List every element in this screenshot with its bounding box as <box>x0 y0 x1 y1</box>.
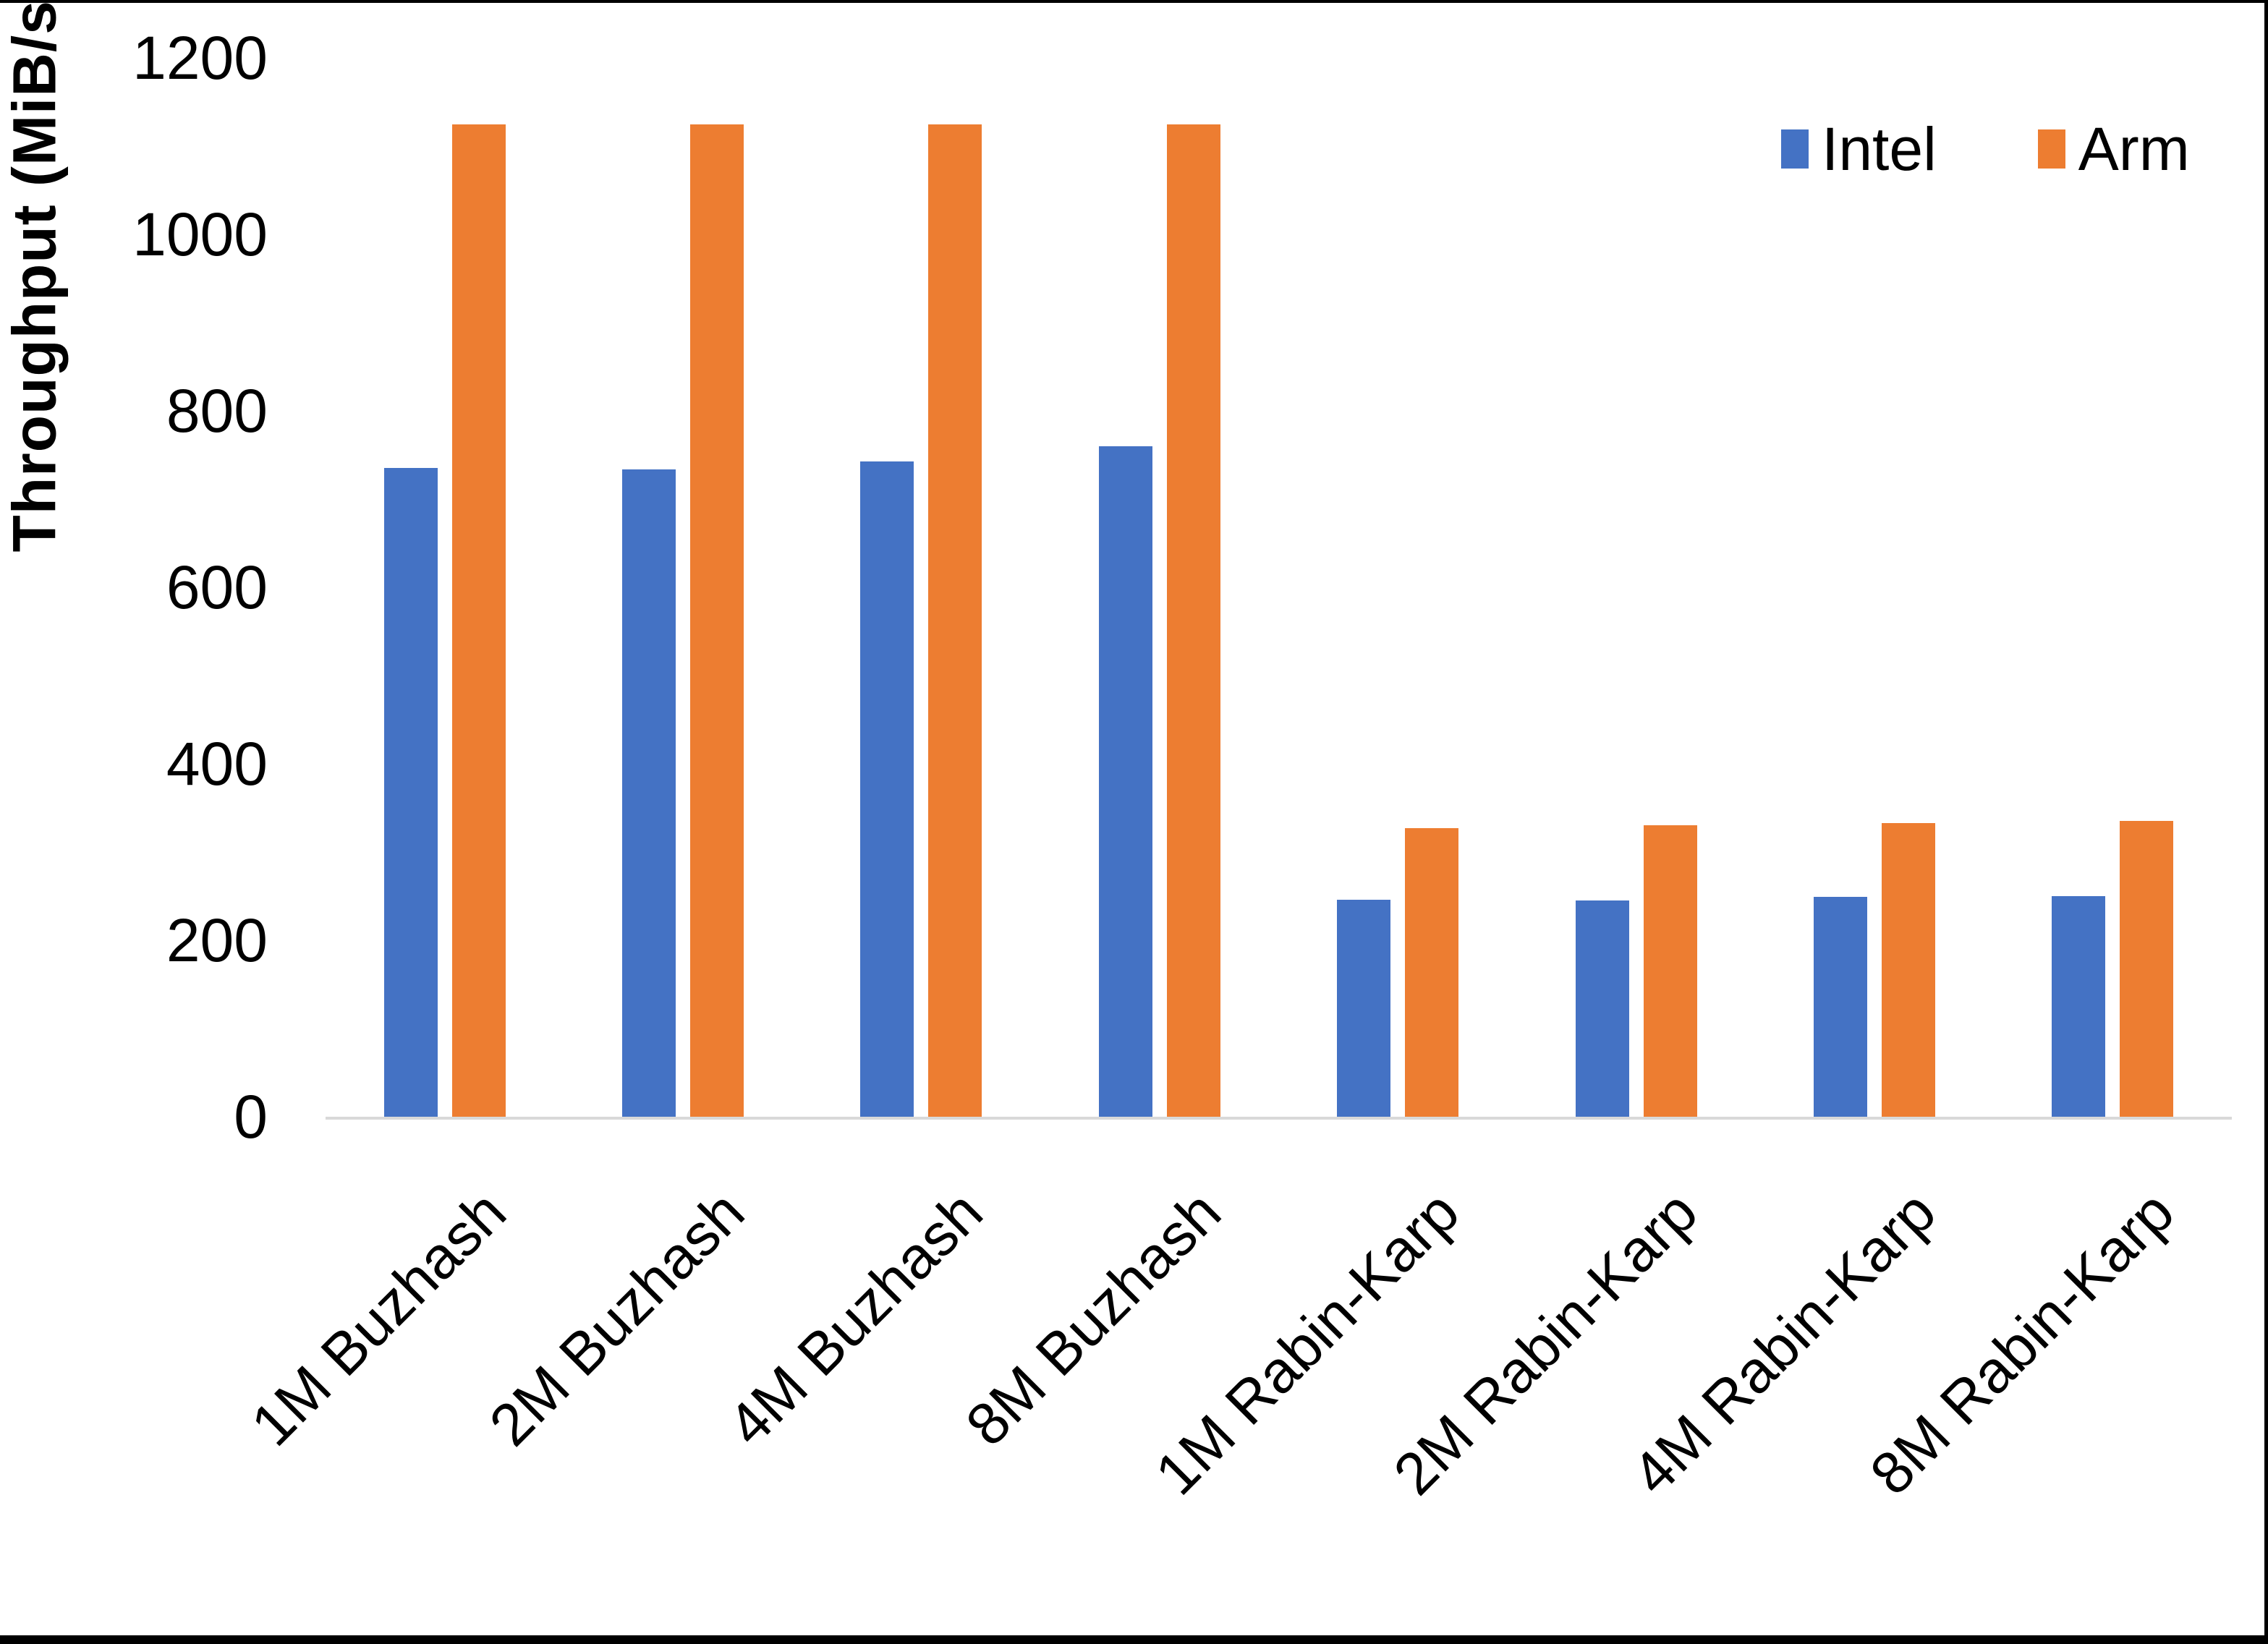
bar-intel-2m-rabin-karp <box>1575 900 1629 1117</box>
bar-arm-8m-buzhash <box>1166 124 1220 1117</box>
bar-arm-1m-rabin-karp <box>1405 828 1459 1117</box>
bar-arm-4m-rabin-karp <box>1881 822 1935 1117</box>
legend-label-intel: Intel <box>1822 115 1937 183</box>
y-tick-label-200: 200 <box>166 906 268 974</box>
legend-label-arm: Arm <box>2078 115 2190 183</box>
bar-arm-8m-rabin-karp <box>2120 821 2174 1117</box>
bar-intel-2m-buzhash <box>622 469 676 1117</box>
legend-swatch-arm <box>2037 129 2065 169</box>
legend-item-intel: Intel <box>1781 119 1937 179</box>
bar-arm-4m-buzhash <box>928 124 982 1117</box>
y-tick-label-1000: 1000 <box>132 200 268 268</box>
y-tick-label-600: 600 <box>166 553 268 621</box>
x-axis-line <box>326 1117 2232 1120</box>
y-tick-label-1200: 1200 <box>132 24 268 92</box>
bar-intel-8m-rabin-karp <box>2052 896 2106 1117</box>
legend-swatch-intel <box>1781 129 1809 169</box>
bar-intel-8m-buzhash <box>1098 446 1152 1117</box>
bar-arm-2m-buzhash <box>690 124 744 1117</box>
bar-intel-1m-buzhash <box>383 468 438 1117</box>
y-tick-label-400: 400 <box>166 730 268 798</box>
bar-intel-4m-buzhash <box>860 461 914 1117</box>
y-tick-label-800: 800 <box>166 377 268 445</box>
legend: Intel Arm <box>1781 119 2190 179</box>
bar-intel-4m-rabin-karp <box>1813 897 1867 1117</box>
bar-intel-1m-rabin-karp <box>1337 899 1391 1117</box>
legend-item-arm: Arm <box>2037 115 2190 183</box>
bar-arm-1m-buzhash <box>451 124 506 1117</box>
y-tick-label-0: 0 <box>234 1083 268 1151</box>
bar-arm-2m-rabin-karp <box>1643 825 1697 1117</box>
